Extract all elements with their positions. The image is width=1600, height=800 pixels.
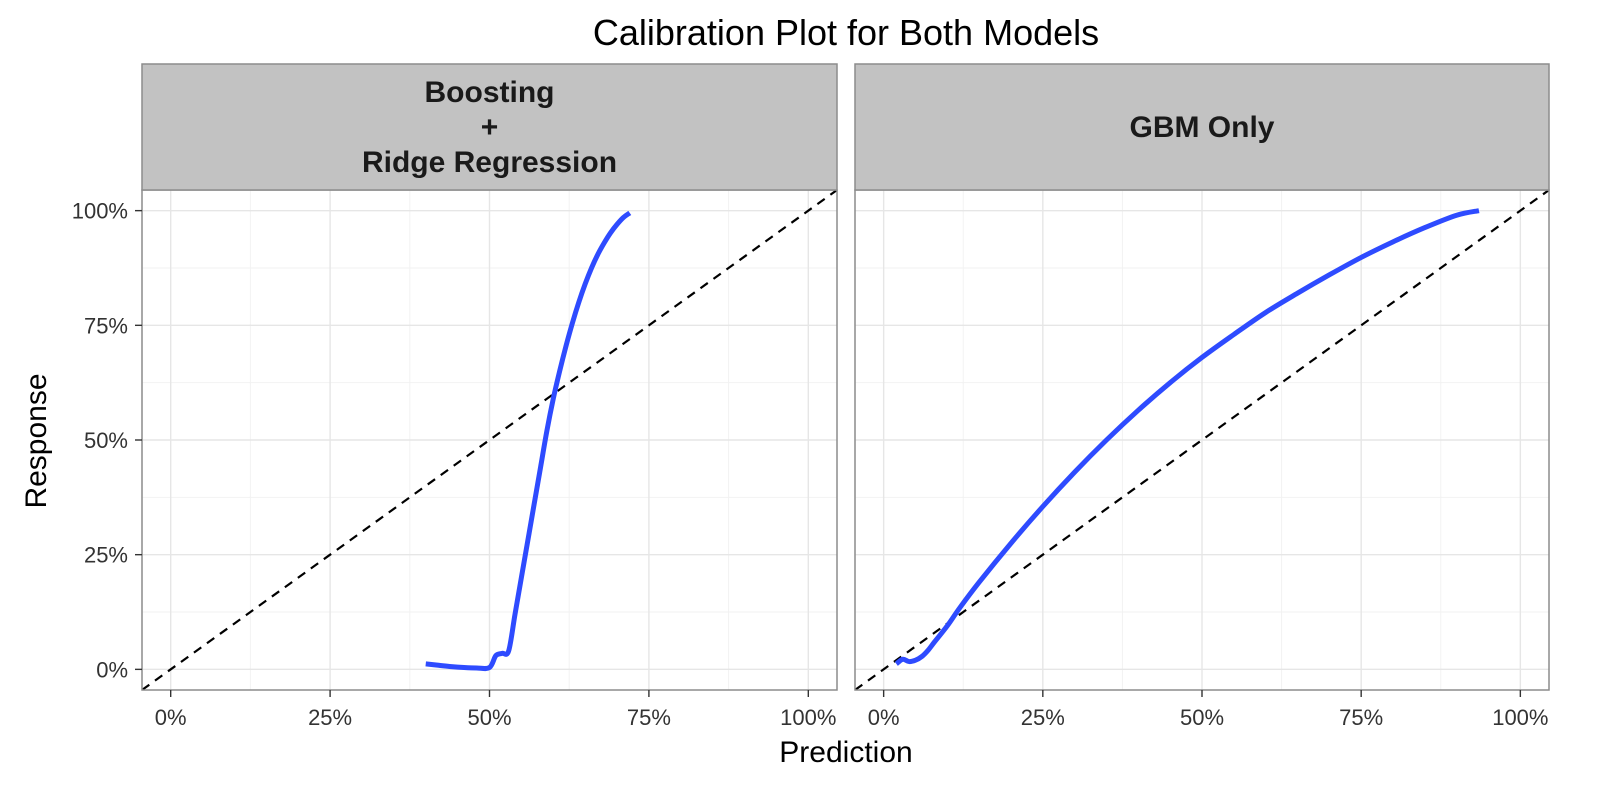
facet-panels: Boosting+Ridge Regression 0% 25% 50% 75% 100%…: [72, 63, 1550, 730]
x-tick-label: 75%: [1339, 705, 1383, 730]
panel-2: GBM Only 0% 25% 50% 75% 100%: [854, 63, 1550, 730]
x-tick-label: 100%: [1492, 705, 1548, 730]
x-tick-label: 25%: [1021, 705, 1065, 730]
strip-background: [854, 63, 1550, 191]
x-tick-label: 25%: [308, 705, 352, 730]
calibration-curve: [425, 210, 632, 672]
x-tick-label: 50%: [467, 705, 511, 730]
x-tick-label: 100%: [780, 705, 836, 730]
reference-diagonal-line: [855, 190, 1549, 690]
x-tick-label: 75%: [627, 705, 671, 730]
y-tick-label: 100%: [72, 199, 128, 224]
y-tick-label: 25%: [84, 543, 128, 568]
y-axis-title: Response: [20, 373, 53, 508]
x-tick-label: 0%: [155, 705, 187, 730]
y-tick-label: 0%: [96, 657, 128, 682]
panel-1: Boosting+Ridge Regression 0% 25% 50% 75% 100%…: [72, 63, 838, 730]
strip-label-line: GBM Only: [1129, 111, 1274, 144]
y-tick-label: 50%: [84, 428, 128, 453]
strip-label-line: +: [481, 111, 499, 144]
y-tick-label: 75%: [84, 313, 128, 338]
calibration-curve: [894, 208, 1480, 666]
strip-background: [141, 63, 838, 191]
strip-label-line: Ridge Regression: [362, 146, 617, 179]
x-axis-title: Prediction: [779, 736, 912, 769]
x-tick-label: 50%: [1180, 705, 1224, 730]
strip-label-line: Boosting: [425, 76, 555, 109]
x-tick-label: 0%: [868, 705, 900, 730]
chart-title: Calibration Plot for Both Models: [593, 12, 1099, 53]
